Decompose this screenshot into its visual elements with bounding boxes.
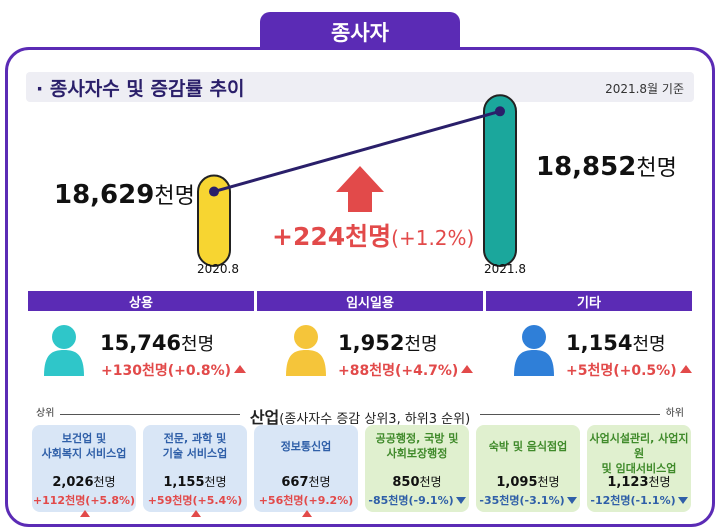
category-change-regular: +130천명(+0.8%) [101,360,247,380]
header-date: 2021.8월 기준 [605,82,684,96]
increase-arrow-icon [336,166,384,212]
header-bar [26,72,694,102]
industry-card-label: 사업시설관리, 사업지원 및 임대서비스업 [589,432,689,475]
up-arrow-icon [191,510,201,517]
category-header-temporary: 임시일용 [257,291,483,311]
industry-card-change: +56천명(+9.2%) [254,492,358,521]
industry-card-value: 2,026천명 [52,475,116,490]
industry-card-change: +59천명(+5.4%) [143,492,247,521]
section-tab: 종사자 [260,12,460,52]
industry-card-label: 전문, 과학 및 기술 서비스업 [162,432,228,460]
up-arrow-icon [679,365,692,373]
industry-card-change: -35천명(-3.1%) [476,492,580,508]
category-header-regular: 상용 [28,291,254,311]
industry-card-label: 정보통신업 [280,440,332,453]
change-label: +224천명(+1.2%) [272,222,475,251]
trend-dot-2020 [209,186,219,197]
down-arrow-icon [566,497,577,504]
category-value-temporary: 1,952천명 [338,331,438,355]
bar-2020 [197,174,231,267]
industry-card-change: +112천명(+5.8%) [32,492,136,521]
industry-card-value: 850천명 [392,475,442,490]
trend-line [213,109,501,194]
person-icon [44,325,84,376]
industry-card-change: -12천명(-1.1%) [587,492,691,508]
industry-card-value: 1,123천명 [607,475,671,490]
divider-line [480,414,660,415]
industry-card-value: 667천명 [281,475,331,490]
category-header-other: 기타 [486,291,692,311]
tick-label-2020: 2020.8 [197,262,239,276]
bar-2021 [483,94,517,267]
category-change-temporary: +88천명(+4.7%) [338,360,474,380]
industry-card-label: 공공행정, 국방 및 사회보장행정 [375,432,459,460]
industry-card: 사업시설관리, 사업지원 및 임대서비스업 1,123천명 -12천명(-1.1%… [587,425,691,512]
person-icon [286,325,326,376]
industry-card-label: 보건업 및 사회복지 서비스업 [41,432,127,460]
industry-card: 보건업 및 사회복지 서비스업 2,026천명 +112천명(+5.8%) [32,425,136,517]
category-value-regular: 15,746천명 [100,331,215,355]
section-tab-label: 종사자 [331,21,389,45]
industry-card-change: -85천명(-9.1%) [365,492,469,508]
rank-label-top: 상위 [36,408,55,419]
divider-line [60,414,240,415]
header-title: · 종사자수 및 증감률 추이 [36,78,245,100]
industry-card: 정보통신업 667천명 +56천명(+9.2%) [254,425,358,517]
industry-title: 산업(종사자수 증감 상위3, 하위3 순위) [249,408,471,427]
value-label-2021: 18,852천명 [536,152,677,182]
value-label-2020: 18,629천명 [54,180,195,210]
industry-card: 공공행정, 국방 및 사회보장행정 850천명 -85천명(-9.1%) [365,425,469,512]
person-icon [514,325,554,376]
industry-card-label: 숙박 및 음식점업 [488,440,568,453]
up-arrow-icon [461,365,474,373]
industry-card: 전문, 과학 및 기술 서비스업 1,155천명 +59천명(+5.4%) [143,425,247,517]
industry-card-value: 1,095천명 [496,475,560,490]
category-change-other: +5천명(+0.5%) [566,360,692,380]
industry-card: 숙박 및 음식점업 1,095천명 -35천명(-3.1%) [476,425,580,512]
industry-card-value: 1,155천명 [163,475,227,490]
category-value-other: 1,154천명 [566,331,666,355]
rank-label-bottom: 하위 [665,408,684,419]
trend-dot-2021 [495,106,505,117]
down-arrow-icon [677,497,688,504]
up-arrow-icon [234,365,247,373]
up-arrow-icon [80,510,90,517]
down-arrow-icon [455,497,466,504]
up-arrow-icon [302,510,312,517]
tick-label-2021: 2021.8 [484,262,526,276]
